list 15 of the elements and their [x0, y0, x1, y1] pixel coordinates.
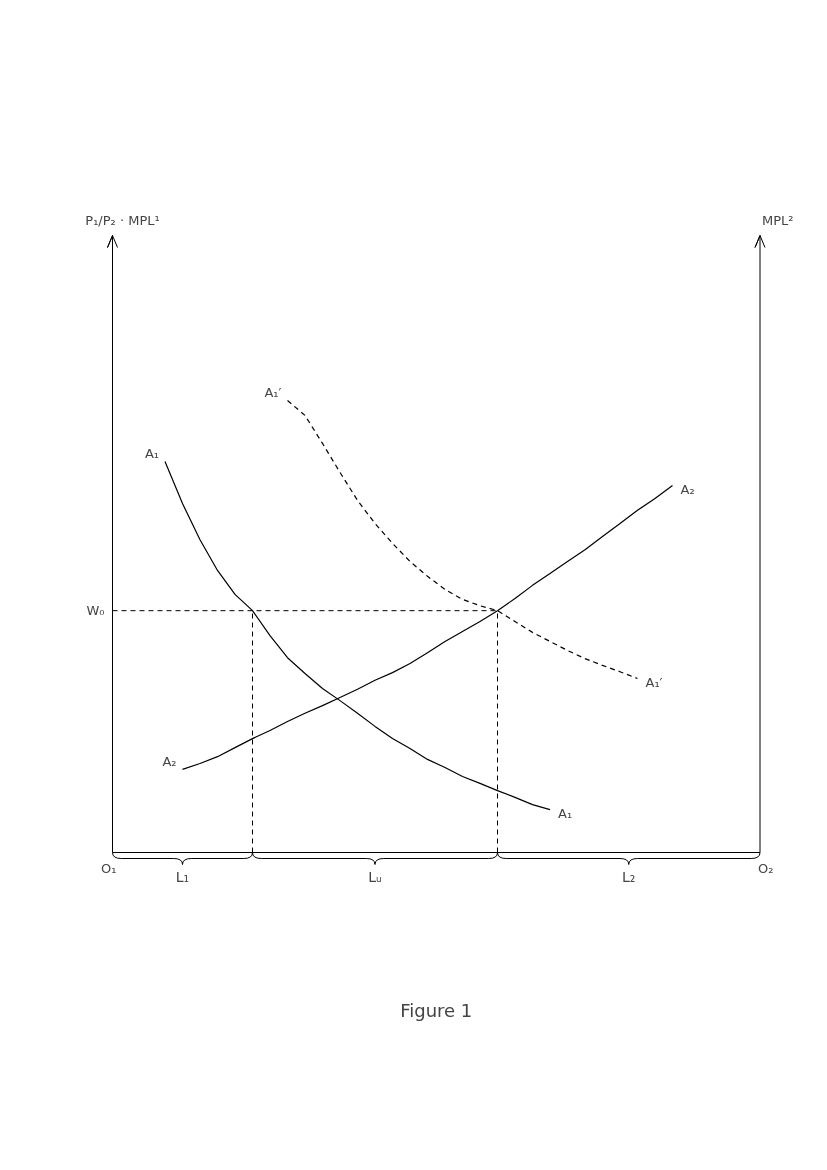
series-label: A₂ — [162, 753, 177, 769]
text: P₁/P₂ · MPL¹ — [85, 212, 160, 228]
text: O₁ — [101, 860, 117, 876]
text: Lᵤ — [368, 868, 382, 885]
text: O₂ — [758, 860, 774, 876]
text: Figure 1 — [400, 1000, 473, 1021]
text: A₁ — [558, 806, 573, 822]
text: MPL² — [762, 212, 794, 228]
text: L₁ — [175, 868, 190, 885]
text: A₁′ — [645, 674, 663, 690]
series-label: A₁ — [144, 446, 159, 462]
series-label: A₁′ — [264, 385, 282, 400]
text: L₂ — [622, 868, 636, 885]
text: A₂ — [680, 481, 695, 497]
ref-line-label: W₀ — [86, 603, 105, 619]
